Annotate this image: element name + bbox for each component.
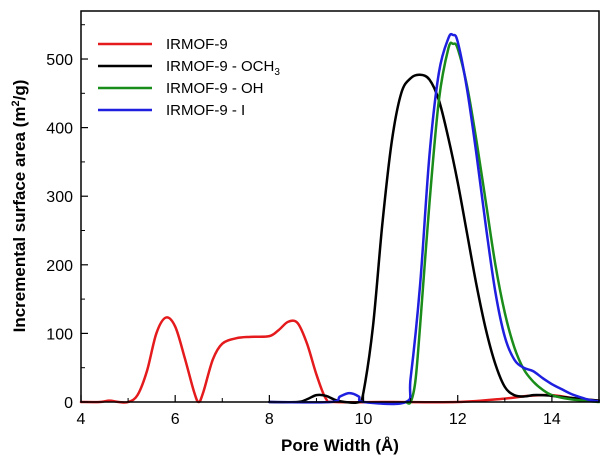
series-line-2 xyxy=(268,73,600,405)
series-line-3 xyxy=(404,41,600,405)
legend-label-2: IRMOF-9 - OCH3 xyxy=(166,58,280,78)
x-tick-label: 8 xyxy=(265,411,274,428)
x-tick-label: 10 xyxy=(355,411,373,428)
legend: IRMOF-9 IRMOF-9 - OCH3 IRMOF-9 - OH IRMOF-9… xyxy=(98,36,280,119)
y-tick-label: 200 xyxy=(46,258,73,275)
legend-label-3: IRMOF-9 - OH xyxy=(166,80,264,97)
y-tick-label: 500 xyxy=(46,52,73,69)
y-tick-label: 100 xyxy=(46,326,73,343)
x-tick-label: 4 xyxy=(77,411,86,428)
x-tick-label: 12 xyxy=(449,411,467,428)
x-tick-label: 6 xyxy=(171,411,180,428)
y-tick-label: 400 xyxy=(46,121,73,138)
series-layer xyxy=(79,32,600,406)
plot-frame xyxy=(80,10,600,403)
y-axis-title-tail: /g) xyxy=(10,80,29,101)
legend-label-4: IRMOF-9 - I xyxy=(166,102,245,119)
x-axis-title: Pore Width (Å) xyxy=(281,436,399,455)
series-line-1 xyxy=(79,316,600,404)
tick-layer: 4 6 8 10 12 14 0 100 200 300 400 500 xyxy=(46,24,561,428)
y-axis-title: Incremental surface area (m2/g) xyxy=(10,80,29,333)
y-tick-label: 0 xyxy=(64,395,73,412)
y-axis-title-superscript: 2 xyxy=(10,100,22,106)
x-tick-label: 14 xyxy=(543,411,561,428)
y-tick-label: 300 xyxy=(46,189,73,206)
legend-label-1: IRMOF-9 xyxy=(166,36,228,53)
y-axis-title-main: Incremental surface area (m xyxy=(10,107,29,333)
